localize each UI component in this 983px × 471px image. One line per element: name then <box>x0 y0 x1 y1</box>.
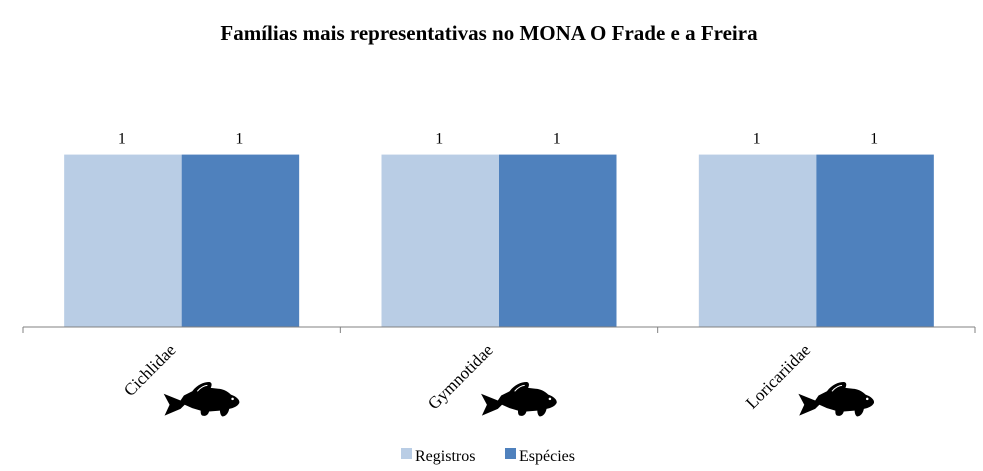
data-label: 1 <box>118 131 126 148</box>
legend-label: Espécies <box>519 448 575 465</box>
data-label: 1 <box>235 131 243 148</box>
bar-registros-cichlidae <box>64 154 182 327</box>
data-label: 1 <box>553 131 561 148</box>
fish-silhouette-icon <box>797 381 875 417</box>
data-label: 1 <box>435 131 443 148</box>
data-labels-layer: 1 1 1 1 1 1 <box>118 131 878 148</box>
fish-silhouette-icon <box>480 381 558 417</box>
data-label: 1 <box>870 131 878 148</box>
bar-registros-gymnotidae <box>381 154 499 327</box>
legend: Registros Espécies <box>401 448 575 465</box>
legend-label: Registros <box>415 448 475 465</box>
bars-layer <box>64 154 934 327</box>
legend-item-espécies: Espécies <box>505 448 575 465</box>
legend-swatch <box>505 448 516 459</box>
chart-title: Famílias mais representativas no MONA O … <box>220 21 758 45</box>
data-label: 1 <box>753 131 761 148</box>
x-axis-ticks <box>22 327 976 333</box>
legend-swatch <box>401 448 412 459</box>
legend-item-registros: Registros <box>401 448 475 465</box>
bar-espécies-cichlidae <box>181 154 300 327</box>
category-label-cichlidae: Cichlidae <box>120 340 180 400</box>
bar-registros-loricariidae <box>698 154 817 327</box>
bar-espécies-gymnotidae <box>499 154 617 327</box>
fish-silhouette-icon <box>163 381 240 417</box>
bar-espécies-loricariidae <box>816 154 934 327</box>
